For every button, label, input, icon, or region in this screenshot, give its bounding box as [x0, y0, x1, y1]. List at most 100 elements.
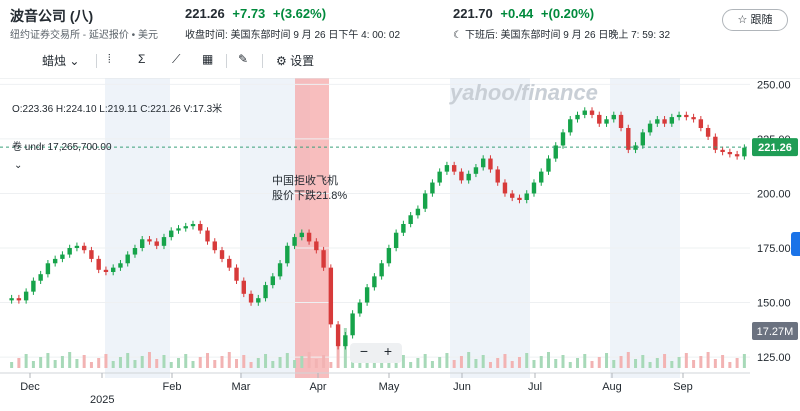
- candle: [183, 226, 188, 229]
- volume-bar: [39, 357, 43, 368]
- candle: [422, 193, 428, 209]
- candle: [553, 145, 558, 159]
- candle: [118, 263, 123, 268]
- volume-bar: [496, 358, 500, 368]
- volume-bar: [721, 355, 725, 368]
- calendar-icon[interactable]: ▦: [202, 52, 214, 66]
- candle: [633, 145, 638, 150]
- x-tick-label: Feb: [163, 381, 182, 393]
- regular-quote: 221.26 +7.73 +(3.62%): [185, 6, 326, 21]
- after-change: +0.44: [500, 6, 534, 21]
- candle: [713, 136, 718, 150]
- candle: [16, 298, 22, 301]
- volume-bar: [329, 362, 333, 368]
- annotation-line1: 中国拒收飞机: [272, 175, 338, 187]
- candle: [437, 171, 442, 183]
- candle: [444, 165, 450, 172]
- candle: [292, 237, 297, 246]
- settings-button[interactable]: ⚙ 设置: [276, 52, 314, 69]
- candle: [372, 276, 377, 288]
- volume-bar: [169, 362, 173, 368]
- volume-bar: [293, 360, 297, 368]
- month-band: [450, 78, 530, 378]
- candle: [379, 263, 384, 277]
- volume-bar: [24, 354, 28, 368]
- candle: [176, 228, 181, 231]
- candle-label: 蜡烛: [42, 54, 67, 68]
- regular-change: +7.73: [232, 6, 266, 21]
- candle: [582, 110, 587, 115]
- volume-bar: [140, 356, 144, 368]
- x-tick-label: Jul: [528, 381, 542, 393]
- volume-bar: [546, 352, 550, 368]
- volume-bar: [438, 357, 442, 368]
- follow-button[interactable]: ☆ 跟随: [722, 9, 788, 31]
- volume-bar: [735, 358, 739, 368]
- candle-select[interactable]: 蜡烛 ⌄: [42, 52, 79, 69]
- candle: [140, 239, 145, 248]
- candle: [219, 250, 225, 259]
- candle: [147, 239, 152, 242]
- candle: [45, 263, 51, 275]
- candle: [698, 119, 704, 128]
- volume-bar: [104, 354, 108, 368]
- year-label: 2025: [90, 394, 115, 406]
- volume-bar: [60, 356, 64, 368]
- volume-bar: [322, 355, 326, 368]
- zoom-in-button[interactable]: +: [383, 343, 393, 359]
- after-price: 221.70: [453, 6, 493, 21]
- volume-bar: [713, 359, 717, 368]
- event-annotation: 中国拒收飞机 股价下跌21.8%: [272, 174, 347, 204]
- candle: [190, 224, 196, 227]
- zoom-controls: − +: [350, 343, 402, 363]
- indicators-icon[interactable]: Σ: [138, 52, 146, 66]
- candle: [89, 250, 94, 259]
- collapse-icon[interactable]: ⌄: [14, 160, 23, 171]
- candle: [742, 147, 747, 157]
- volume-bar: [612, 360, 616, 368]
- volume-bar: [300, 356, 304, 368]
- volume-bar: [155, 359, 159, 368]
- side-panel-tab[interactable]: [791, 232, 800, 256]
- draw-icon[interactable]: ✎: [238, 52, 249, 66]
- candle: [539, 171, 544, 183]
- toolbar-divider: [226, 54, 227, 68]
- candle: [256, 298, 261, 303]
- candle: [459, 171, 464, 181]
- candle: [38, 274, 43, 281]
- regular-pct: +(3.62%): [272, 6, 327, 21]
- y-tick-label: 175.00: [757, 243, 791, 255]
- candle: [306, 232, 312, 242]
- volume-bar: [82, 355, 86, 368]
- volume-bar: [372, 360, 376, 368]
- candle: [241, 280, 246, 294]
- volume-bar: [126, 353, 130, 368]
- after-quote: 221.70 +0.44 +(0.20%): [453, 6, 594, 21]
- candle: [103, 269, 109, 272]
- candle: [734, 154, 740, 157]
- volume-bar: [481, 355, 485, 368]
- candle: [597, 114, 602, 124]
- candle: [350, 313, 355, 336]
- volume-bar: [576, 358, 580, 368]
- volume-bar: [53, 360, 57, 368]
- candle: [81, 245, 87, 251]
- zoom-out-button[interactable]: −: [359, 343, 369, 359]
- candle: [198, 224, 203, 231]
- x-tick-label: Aug: [602, 381, 622, 393]
- volume-bar: [525, 353, 529, 368]
- volume-badge: [752, 322, 798, 340]
- candle: [575, 114, 580, 120]
- volume-bar: [162, 355, 166, 368]
- trend-icon[interactable]: ⟋: [172, 52, 181, 66]
- candle: [611, 114, 616, 120]
- volume-bar: [430, 361, 434, 368]
- volume-bar: [242, 355, 246, 368]
- candle: [669, 117, 675, 124]
- volume-badge-label: 17.27M: [757, 326, 794, 338]
- candle: [335, 324, 341, 347]
- compare-icon[interactable]: ⦙: [108, 52, 111, 66]
- candle: [212, 241, 217, 251]
- volume-bar: [184, 354, 188, 368]
